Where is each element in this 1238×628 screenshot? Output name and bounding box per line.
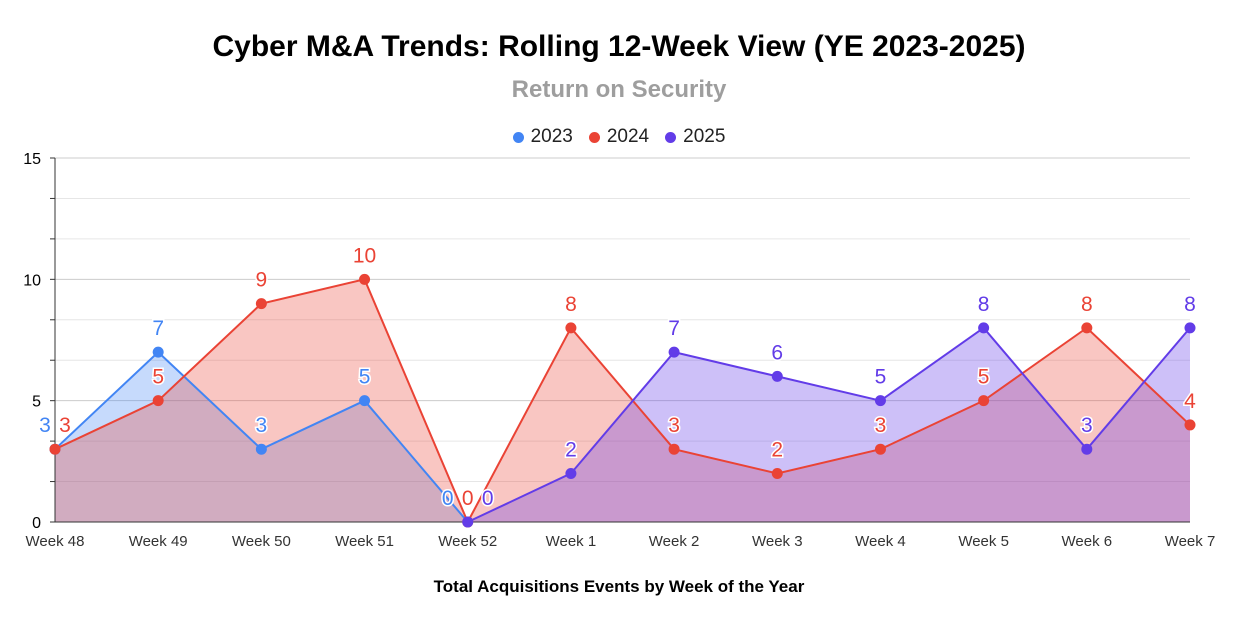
y-tick-label: 0	[32, 515, 41, 532]
data-point-2024	[359, 273, 371, 285]
data-point-2025	[1081, 443, 1093, 455]
area-2024	[55, 279, 1190, 522]
x-tick-label: Week 50	[232, 533, 291, 550]
x-axis-label: Total Acquisitions Events by Week of the…	[433, 577, 805, 596]
data-label-2025: 8	[978, 293, 990, 316]
data-point-2024	[255, 298, 267, 310]
data-label-2024: 0	[462, 487, 474, 510]
data-label-2025: 7	[668, 317, 680, 340]
data-point-2025	[565, 467, 577, 479]
data-label-2024: 8	[565, 293, 577, 316]
data-label-2024: 3	[668, 414, 680, 437]
data-point-2024	[874, 443, 886, 455]
data-label-2023: 0	[442, 487, 454, 510]
data-label-2024: 5	[978, 366, 990, 389]
data-point-2025	[1184, 322, 1196, 334]
data-label-2024: 9	[256, 269, 268, 292]
x-tick-label: Week 1	[546, 533, 597, 550]
data-label-2025: 0	[482, 487, 494, 510]
data-label-2024: 8	[1081, 293, 1093, 316]
x-tick-label: Week 51	[335, 533, 394, 550]
legend-label: 2023	[530, 126, 573, 147]
legend-item-2025[interactable]: 2025	[665, 126, 725, 148]
y-tick-label: 15	[23, 151, 41, 168]
x-tick-label: Week 6	[1062, 533, 1113, 550]
legend-label: 2025	[683, 126, 726, 147]
legend-dot-icon	[665, 131, 677, 143]
legend: 2023 2024 2025	[0, 126, 1238, 148]
data-label-2024: 4	[1184, 390, 1196, 413]
data-point-2024	[152, 395, 164, 407]
data-label-2024: 3	[59, 414, 71, 437]
chart-title: Cyber M&A Trends: Rolling 12-Week View (…	[212, 30, 1026, 63]
data-point-2023	[255, 443, 267, 455]
data-label-2024: 2	[771, 438, 783, 461]
area-2023	[55, 352, 468, 522]
data-point-2025	[771, 370, 783, 382]
data-label-2023: 3	[39, 414, 51, 437]
x-tick-label: Week 4	[855, 533, 906, 550]
x-tick-label: Week 2	[649, 533, 700, 550]
y-tick-label: 5	[32, 394, 41, 411]
data-label-2025: 6	[771, 341, 783, 364]
x-tick-label: Week 48	[26, 533, 85, 550]
legend-dot-icon	[588, 131, 600, 143]
data-point-2025	[462, 516, 474, 528]
data-point-2025	[978, 322, 990, 334]
data-point-2024	[1184, 419, 1196, 431]
data-point-2024	[565, 322, 577, 334]
data-point-2023	[359, 395, 371, 407]
chart-subtitle: Return on Security	[511, 76, 727, 103]
data-label-2025: 5	[875, 366, 887, 389]
data-label-2023: 5	[359, 366, 371, 389]
x-tick-label: Week 49	[129, 533, 188, 550]
y-tick-label: 10	[23, 272, 41, 289]
data-point-2024	[49, 443, 61, 455]
data-label-2025: 8	[1184, 293, 1196, 316]
x-tick-label: Week 5	[958, 533, 1009, 550]
data-label-2025: 2	[565, 438, 577, 461]
line-2025	[467, 326, 1191, 523]
data-label-2023: 3	[256, 414, 268, 437]
area-2025	[467, 327, 1190, 522]
data-point-2024	[1081, 322, 1093, 334]
data-point-2023	[152, 346, 164, 358]
x-tick-label: Week 3	[752, 533, 803, 550]
data-label-2025: 3	[1081, 414, 1093, 437]
data-point-2025	[874, 395, 886, 407]
data-point-2024	[978, 395, 990, 407]
legend-label: 2024	[606, 126, 650, 147]
data-label-2023: 7	[152, 317, 164, 340]
data-label-2024: 10	[353, 244, 376, 267]
data-point-2024	[771, 467, 783, 479]
x-tick-label: Week 52	[438, 533, 497, 550]
data-label-2024: 3	[875, 414, 887, 437]
legend-item-2023[interactable]: 2023	[512, 126, 573, 148]
legend-item-2024[interactable]: 2024	[588, 126, 650, 148]
data-label-2024: 5	[152, 366, 164, 389]
data-point-2024	[668, 443, 680, 455]
data-point-2025	[668, 346, 680, 358]
line-2024	[54, 278, 1191, 525]
legend-dot-icon	[512, 131, 524, 143]
x-tick-label: Week 7	[1165, 533, 1216, 550]
